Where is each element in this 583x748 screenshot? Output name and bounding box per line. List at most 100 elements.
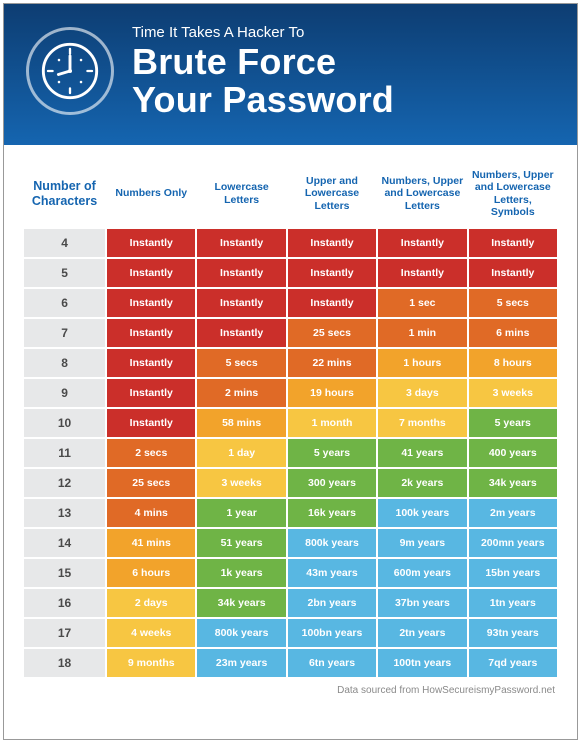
table-row: 1441 mins51 years800k years9m years200mn… — [24, 529, 557, 557]
table-cell: Instantly — [107, 289, 195, 317]
title-line-2: Your Password — [132, 79, 394, 120]
table-cell: 300 years — [288, 469, 376, 497]
table-cell: 15bn years — [469, 559, 557, 587]
table-cell: 37bn years — [378, 589, 466, 617]
table-cell: Instantly — [469, 259, 557, 287]
row-label: 16 — [24, 589, 105, 617]
table-cell: 22 mins — [288, 349, 376, 377]
row-label: 5 — [24, 259, 105, 287]
table-cell: 4 mins — [107, 499, 195, 527]
row-label: 15 — [24, 559, 105, 587]
table-cell: Instantly — [107, 319, 195, 347]
table-cell: 5 secs — [469, 289, 557, 317]
col-header-all: Numbers, Upper and Lowercase Letters, Sy… — [469, 165, 557, 227]
row-label: 8 — [24, 349, 105, 377]
table-cell: 100k years — [378, 499, 466, 527]
table-cell: Instantly — [197, 319, 285, 347]
row-label: 14 — [24, 529, 105, 557]
table-row: 162 days34k years2bn years37bn years1tn … — [24, 589, 557, 617]
col-header-mixed: Upper and Lowercase Letters — [288, 165, 376, 227]
table-cell: 2tn years — [378, 619, 466, 647]
table-cell: 41 mins — [107, 529, 195, 557]
table-cell: Instantly — [107, 229, 195, 257]
table-cell: 6tn years — [288, 649, 376, 677]
table-cell: 1 hours — [378, 349, 466, 377]
table-cell: 1k years — [197, 559, 285, 587]
table-row: 4InstantlyInstantlyInstantlyInstantlyIns… — [24, 229, 557, 257]
row-label: 17 — [24, 619, 105, 647]
table-cell: 34k years — [197, 589, 285, 617]
table-body: 4InstantlyInstantlyInstantlyInstantlyIns… — [24, 229, 557, 677]
table-cell: Instantly — [288, 259, 376, 287]
table-cell: Instantly — [378, 259, 466, 287]
table-row: 9Instantly2 mins19 hours3 days3 weeks — [24, 379, 557, 407]
table-cell: Instantly — [378, 229, 466, 257]
table-cell: 93tn years — [469, 619, 557, 647]
table-cell: 34k years — [469, 469, 557, 497]
table-row: 134 mins1 year16k years100k years2m year… — [24, 499, 557, 527]
table-cell: 2 secs — [107, 439, 195, 467]
table-cell: 25 secs — [288, 319, 376, 347]
table-cell: 9m years — [378, 529, 466, 557]
table-cell: 41 years — [378, 439, 466, 467]
row-label: 11 — [24, 439, 105, 467]
table-cell: 400 years — [469, 439, 557, 467]
table-cell: 16k years — [288, 499, 376, 527]
table-cell: 1 sec — [378, 289, 466, 317]
table-cell: 23m years — [197, 649, 285, 677]
table-cell: 100tn years — [378, 649, 466, 677]
table-cell: 200mn years — [469, 529, 557, 557]
table-row: 10Instantly58 mins1 month7 months5 years — [24, 409, 557, 437]
table-cell: 1 day — [197, 439, 285, 467]
row-label: 13 — [24, 499, 105, 527]
table-row: 5InstantlyInstantlyInstantlyInstantlyIns… — [24, 259, 557, 287]
table-cell: Instantly — [469, 229, 557, 257]
table-cell: 1tn years — [469, 589, 557, 617]
table-cell: 5 years — [288, 439, 376, 467]
table-cell: 1 year — [197, 499, 285, 527]
table-cell: 7qd years — [469, 649, 557, 677]
table-cell: 600m years — [378, 559, 466, 587]
table-row: 156 hours1k years43m years600m years15bn… — [24, 559, 557, 587]
row-label: 4 — [24, 229, 105, 257]
table-cell: 51 years — [197, 529, 285, 557]
table-cell: 5 years — [469, 409, 557, 437]
table-cell: Instantly — [107, 409, 195, 437]
table-cell: 25 secs — [107, 469, 195, 497]
table-row: 189 months23m years6tn years100tn years7… — [24, 649, 557, 677]
table-cell: 2bn years — [288, 589, 376, 617]
table-cell: Instantly — [197, 289, 285, 317]
table-cell: Instantly — [288, 289, 376, 317]
table-cell: Instantly — [107, 259, 195, 287]
title-block: Time It Takes A Hacker To Brute Force Yo… — [132, 24, 394, 119]
table-cell: 7 months — [378, 409, 466, 437]
title-line-1: Brute Force — [132, 41, 336, 82]
table-cell: 2m years — [469, 499, 557, 527]
row-label: 7 — [24, 319, 105, 347]
table-cell: 2 days — [107, 589, 195, 617]
table-cell: 800k years — [288, 529, 376, 557]
table-cell: 58 mins — [197, 409, 285, 437]
table-row: 8Instantly5 secs22 mins1 hours8 hours — [24, 349, 557, 377]
table-cell: 100bn years — [288, 619, 376, 647]
row-label: 18 — [24, 649, 105, 677]
table-cell: 9 months — [107, 649, 195, 677]
table-row: 6InstantlyInstantlyInstantly1 sec5 secs — [24, 289, 557, 317]
table-cell: 800k years — [197, 619, 285, 647]
table-cell: 4 weeks — [107, 619, 195, 647]
row-label: 9 — [24, 379, 105, 407]
header: Time It Takes A Hacker To Brute Force Yo… — [4, 4, 577, 145]
row-label: 10 — [24, 409, 105, 437]
source-attribution: Data sourced from HowSecureismyPassword.… — [22, 685, 559, 696]
table-cell: 8 hours — [469, 349, 557, 377]
table-cell: 2 mins — [197, 379, 285, 407]
col-header-lower: Lowercase Letters — [197, 165, 285, 227]
table-cell: 43m years — [288, 559, 376, 587]
supertitle: Time It Takes A Hacker To — [132, 24, 394, 41]
table-cell: Instantly — [197, 229, 285, 257]
col-header-numbers: Numbers Only — [107, 165, 195, 227]
table-cell: 3 days — [378, 379, 466, 407]
table-cell: 2k years — [378, 469, 466, 497]
content: Number of Characters Numbers Only Lowerc… — [4, 145, 577, 739]
table-cell: 1 min — [378, 319, 466, 347]
